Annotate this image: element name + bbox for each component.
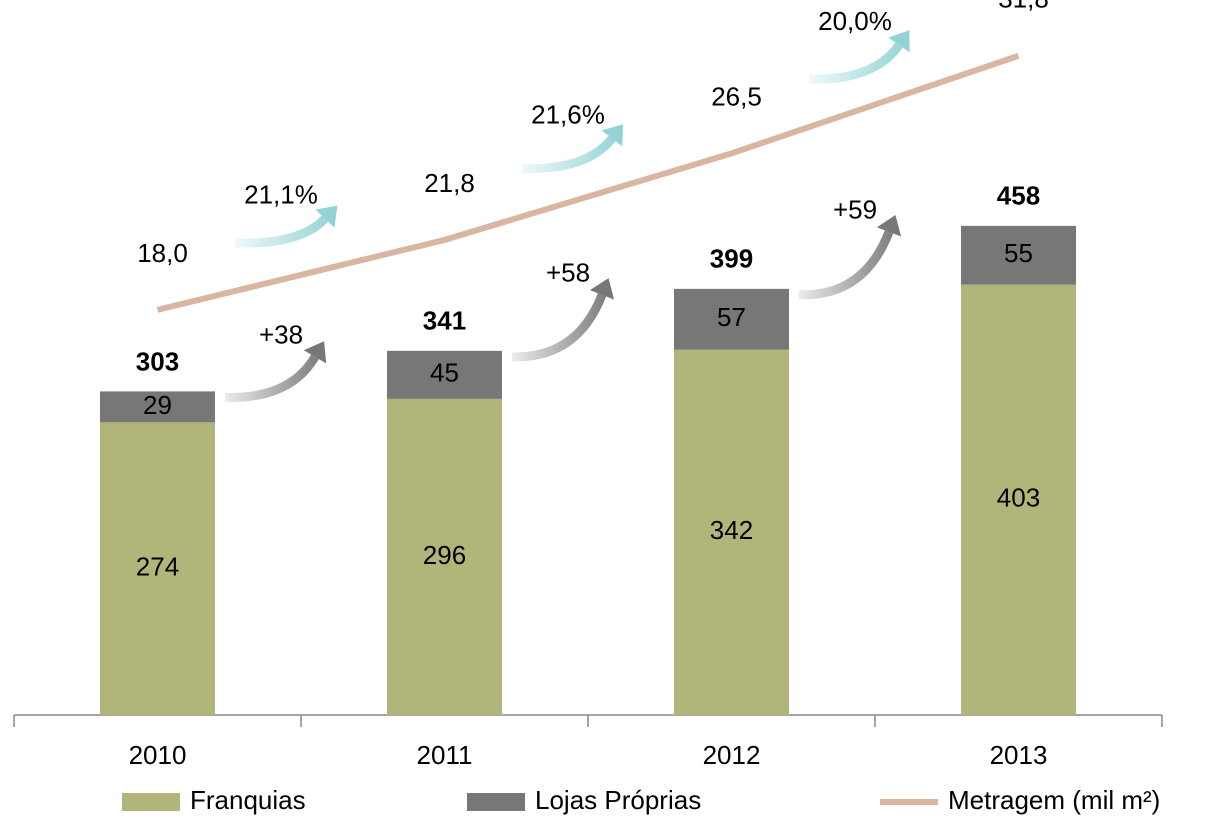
legend-label: Lojas Próprias <box>535 785 701 815</box>
bar-segment <box>961 284 1076 715</box>
bar-value-label: 296 <box>423 540 466 570</box>
line-value-label: 26,5 <box>711 81 762 111</box>
bar-segment <box>100 422 215 715</box>
bar-segment <box>961 225 1076 285</box>
bar-value-label: 274 <box>136 552 179 582</box>
total-label: 341 <box>423 306 466 336</box>
line-series <box>156 52 1020 313</box>
x-tick-label: 2013 <box>990 740 1048 770</box>
legend-swatch <box>122 793 180 811</box>
growth-label: 21,6% <box>531 99 605 129</box>
bar-value-label: 57 <box>717 302 746 332</box>
bar-value-label: 29 <box>143 390 172 420</box>
growth-arrow-head <box>589 278 615 300</box>
growth-arrow <box>234 215 329 248</box>
bar-segment <box>100 391 215 423</box>
x-tick-label: 2012 <box>703 740 761 770</box>
bar-value-label: 403 <box>997 483 1040 513</box>
growth-arrow-head <box>303 341 327 364</box>
bar-segment <box>674 288 789 350</box>
growth-arrow <box>808 42 903 84</box>
growth-arrow <box>511 293 607 362</box>
x-tick-label: 2010 <box>129 740 187 770</box>
increment-label: +38 <box>259 320 303 350</box>
bar-segment <box>674 349 789 715</box>
growth-arrow-head <box>601 124 624 147</box>
total-label: 399 <box>710 244 753 274</box>
bar-segment <box>387 398 502 715</box>
x-tick-label: 2011 <box>417 740 473 770</box>
legend-label: Metragem (mil m²) <box>948 785 1160 815</box>
bar-value-label: 45 <box>430 358 459 388</box>
increment-label: +59 <box>833 195 877 225</box>
line-value-label: 31,8 <box>998 0 1049 14</box>
legend-swatch <box>467 793 525 811</box>
growth-arrow <box>521 135 616 174</box>
growth-arrow <box>798 230 894 300</box>
increment-label: +58 <box>546 258 590 288</box>
growth-arrow-head <box>888 30 910 53</box>
growth-label: 20,0% <box>818 6 892 36</box>
total-label: 303 <box>136 346 179 376</box>
bar-value-label: 342 <box>710 515 753 545</box>
bar-segment <box>387 350 502 399</box>
legend-label: Franquias <box>190 785 306 815</box>
bar-value-label: 55 <box>1004 238 1033 268</box>
growth-arrow-head <box>315 205 338 228</box>
growth-arrow-head <box>876 215 902 237</box>
line-value-label: 18,0 <box>137 238 188 268</box>
growth-label: 21,1% <box>244 179 318 209</box>
growth-arrow <box>224 354 319 402</box>
total-label: 458 <box>997 181 1040 211</box>
line-value-label: 21,8 <box>424 168 475 198</box>
